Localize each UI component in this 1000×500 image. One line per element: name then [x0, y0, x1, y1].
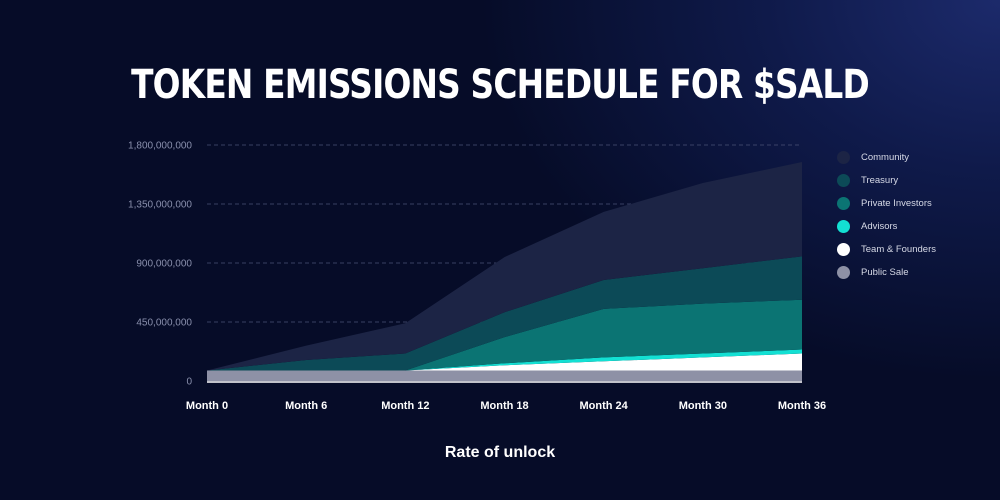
x-axis-ticks: Month 0 Month 6 Month 12 Month 18 Month 24 Mo…: [186, 400, 826, 412]
legend-swatch: [837, 174, 850, 187]
legend-label: Community: [861, 152, 910, 163]
legend-label: Team & Founders: [861, 244, 936, 255]
legend-item: Treasury: [837, 169, 936, 192]
legend-item: Team & Founders: [837, 238, 936, 261]
x-tick-label: Month 0: [186, 400, 228, 412]
x-tick-label: Month 18: [480, 400, 528, 412]
x-tick-label: Month 6: [285, 400, 327, 412]
legend-swatch: [837, 151, 850, 164]
area-series: [207, 162, 802, 383]
legend-item: Private Investors: [837, 192, 936, 215]
area-public-sale: [207, 370, 802, 381]
y-axis-ticks: 0 450,000,000 900,000,000 1,350,000,000 1,80…: [128, 141, 192, 388]
legend-label: Public Sale: [861, 267, 909, 278]
area-team-founders: [207, 353, 802, 371]
y-tick-label: 1,350,000,000: [128, 200, 192, 211]
legend-item: Community: [837, 146, 936, 169]
legend-item: Advisors: [837, 215, 936, 238]
area-community: [207, 162, 802, 371]
legend-item: Public Sale: [837, 261, 936, 284]
y-tick-label: 1,800,000,000: [128, 141, 192, 152]
x-tick-label: Month 36: [778, 400, 826, 412]
x-tick-label: Month 30: [679, 400, 727, 412]
legend-swatch: [837, 220, 850, 233]
y-tick-label: 900,000,000: [136, 259, 192, 270]
x-tick-label: Month 12: [381, 400, 429, 412]
area-private-investors: [207, 299, 802, 371]
legend-swatch: [837, 197, 850, 210]
y-tick-label: 450,000,000: [136, 318, 192, 329]
legend-label: Private Investors: [861, 198, 932, 209]
legend: Community Treasury Private Investors Adviso…: [837, 146, 936, 284]
chart-title: TOKEN EMISSIONS SCHEDULE FOR $SALD: [131, 62, 870, 108]
legend-label: Treasury: [861, 175, 899, 186]
x-tick-label: Month 24: [580, 400, 629, 412]
area-treasury: [207, 256, 802, 371]
legend-label: Advisors: [861, 221, 898, 232]
legend-swatch: [837, 243, 850, 256]
x-axis-title: Rate of unlock: [444, 444, 556, 461]
y-tick-label: 0: [186, 377, 192, 388]
legend-swatch: [837, 266, 850, 279]
